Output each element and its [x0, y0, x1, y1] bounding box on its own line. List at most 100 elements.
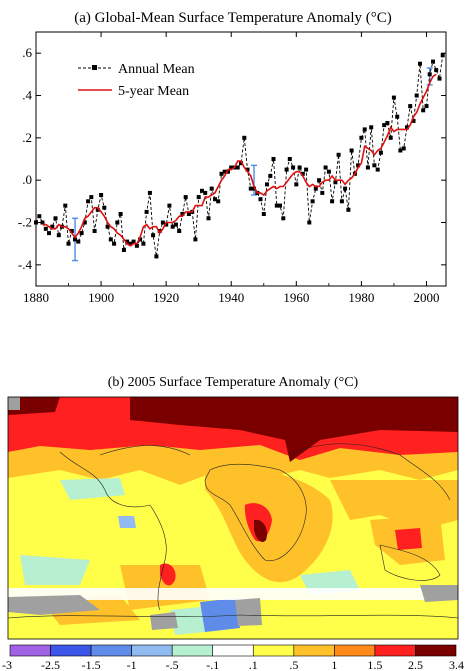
- chart-a-legend: Annual Mean 5-year Mean: [78, 62, 195, 99]
- annual-mean-point: [382, 123, 387, 128]
- x-tick-label: 1880: [23, 290, 49, 305]
- annual-mean-point: [278, 203, 282, 208]
- annual-mean-point: [313, 186, 318, 191]
- annual-mean-point: [226, 169, 230, 174]
- annual-mean-point: [323, 165, 328, 170]
- annual-mean-point: [79, 231, 84, 236]
- annual-mean-point: [307, 220, 312, 225]
- chart-b-title: (b) 2005 Surface Temperature Anomaly (°C…: [108, 375, 359, 390]
- annual-mean-point: [121, 248, 126, 252]
- annual-mean-point: [86, 199, 91, 204]
- annual-mean-point: [200, 188, 204, 193]
- annual-mean-point: [183, 195, 188, 200]
- annual-mean-point: [37, 214, 42, 219]
- map-region-cool-pacific-1: [60, 478, 125, 500]
- annual-mean-point: [385, 121, 390, 125]
- x-tick-label: 2000: [413, 290, 439, 305]
- annual-mean-point: [339, 199, 344, 204]
- annual-mean-point: [245, 167, 250, 172]
- annual-mean-point: [63, 203, 68, 208]
- annual-mean-point: [131, 239, 136, 244]
- annual-mean-point: [82, 220, 87, 225]
- annual-mean-point: [326, 169, 331, 174]
- colorbar-swatch: [293, 644, 335, 657]
- annual-mean-point: [284, 167, 289, 172]
- map-region-south-america-red: [160, 563, 176, 586]
- annual-mean-point: [365, 165, 370, 170]
- legend-annual-label: Annual Mean: [118, 62, 195, 77]
- annual-mean-point: [154, 254, 159, 259]
- annual-mean-point: [66, 241, 71, 246]
- map-region-blue-small: [118, 516, 136, 528]
- colorbar-swatch: [334, 644, 376, 657]
- annual-mean-point: [222, 169, 227, 174]
- annual-mean-point: [304, 167, 309, 172]
- colorbar-tick-label: -3: [2, 658, 12, 671]
- colorbar-swatch: [9, 644, 51, 657]
- annual-mean-point: [333, 180, 338, 185]
- annual-mean-point: [203, 190, 208, 195]
- annual-mean-point: [261, 212, 266, 216]
- map-region-neutral-band: [8, 588, 458, 600]
- map-region-arctic-dark-west: [8, 397, 60, 415]
- colorbar-swatch: [415, 644, 457, 657]
- annual-mean-point: [147, 190, 152, 195]
- annual-mean-point: [229, 165, 234, 170]
- annual-mean-point: [391, 95, 396, 100]
- colorbar-tick-label: -1.5: [82, 658, 101, 671]
- annual-mean-point: [115, 220, 120, 225]
- anomaly-map: [8, 397, 458, 639]
- annual-mean-point: [76, 239, 81, 244]
- colorbar-tick-label: 3.4: [449, 658, 464, 671]
- annual-mean-point: [134, 243, 139, 248]
- map-frame: [7, 396, 459, 640]
- annual-mean-point: [89, 195, 94, 200]
- y-tick-label: -.4: [18, 257, 33, 272]
- colorbar-tick-label: 1.5: [367, 658, 382, 671]
- annual-mean-point: [388, 135, 393, 140]
- annual-mean-point: [128, 241, 133, 246]
- annual-mean-point: [346, 207, 351, 212]
- annual-mean-point: [47, 231, 51, 236]
- annual-mean-point: [408, 104, 413, 109]
- colorbar-tick-label: 2.5: [408, 658, 423, 671]
- annual-mean-point: [395, 114, 400, 119]
- annual-mean-point: [138, 237, 143, 242]
- annual-mean-point: [405, 125, 409, 130]
- x-tick-label: 1980: [348, 290, 374, 305]
- annual-mean-point: [401, 146, 406, 151]
- annual-mean-point: [144, 209, 149, 214]
- annual-mean-point: [372, 163, 377, 168]
- annual-mean-point: [40, 220, 45, 225]
- annual-mean-point: [173, 222, 178, 227]
- annual-mean-point: [216, 199, 221, 204]
- annual-mean-point: [193, 237, 198, 242]
- annual-mean-point: [170, 224, 175, 229]
- chart-a-title: (a) Global-Mean Surface Temperature Anom…: [74, 10, 391, 26]
- annual-mean-point: [219, 171, 224, 176]
- annual-mean-point: [108, 237, 113, 242]
- annual-mean-point: [213, 197, 217, 202]
- chart-a-axes: 1880 1900 1920 1940 1960 1980 2000 -.4 -.2 .0 .2 .4…: [18, 32, 446, 305]
- annual-mean-point: [99, 193, 104, 197]
- annual-mean-point: [398, 148, 403, 153]
- colorbar-tick-label: -1: [127, 658, 137, 671]
- series-five-year-mean-line: [42, 73, 437, 247]
- x-tick-label: 1960: [283, 290, 309, 305]
- map-region-indonesia-red: [395, 528, 422, 550]
- annual-mean-point: [206, 216, 211, 221]
- annual-mean-point: [274, 203, 279, 208]
- map-region-africa-dark: [254, 519, 268, 542]
- annual-mean-point: [330, 199, 335, 204]
- y-tick-label: .6: [22, 45, 32, 60]
- annual-mean-point: [69, 229, 74, 233]
- annual-mean-point: [239, 161, 243, 166]
- colorbar-swatch: [171, 644, 214, 657]
- map-missing-data-3: [150, 612, 178, 630]
- x-tick-label: 1940: [218, 290, 244, 305]
- map-region-north-orange: [8, 440, 458, 485]
- series-annual-mean-line: [35, 55, 444, 257]
- colorbar-swatch: [90, 644, 132, 657]
- annual-mean-point: [310, 199, 315, 204]
